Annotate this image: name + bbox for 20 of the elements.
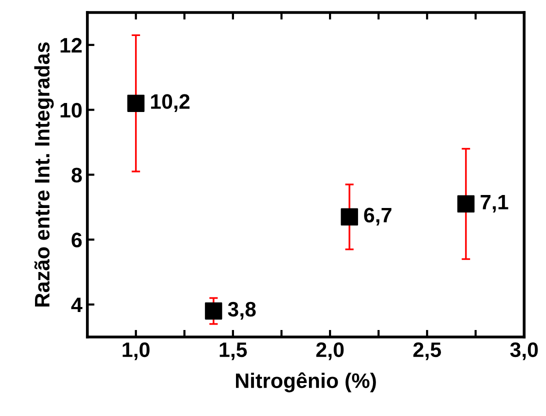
- x-tick-label: 2,0: [316, 342, 344, 360]
- y-tick-label: 4: [71, 298, 82, 312]
- data-label: 6,7: [364, 208, 392, 226]
- x-tick-label: 1,5: [220, 342, 247, 360]
- data-label: 7,1: [480, 194, 508, 213]
- x-tick-label: 1,0: [122, 342, 150, 360]
- data-label: 3,8: [228, 302, 256, 320]
- y-tick-label: 8: [72, 168, 82, 182]
- point: [127, 94, 145, 112]
- y-tick-label: 12: [60, 38, 82, 52]
- x-tick-label: 2,5: [413, 342, 441, 360]
- x-tick-label: 3,0: [510, 342, 538, 360]
- point: [204, 302, 222, 320]
- data-label: 10,2: [151, 94, 190, 112]
- y-tick-label: 10: [60, 102, 82, 118]
- point: [340, 208, 358, 226]
- point: [457, 195, 475, 213]
- x-axis-title: Nitrogênio (%): [236, 372, 376, 392]
- y-axis-title: Razão entre Int. Integradas: [34, 42, 54, 306]
- y-tick-label: 6: [72, 232, 82, 248]
